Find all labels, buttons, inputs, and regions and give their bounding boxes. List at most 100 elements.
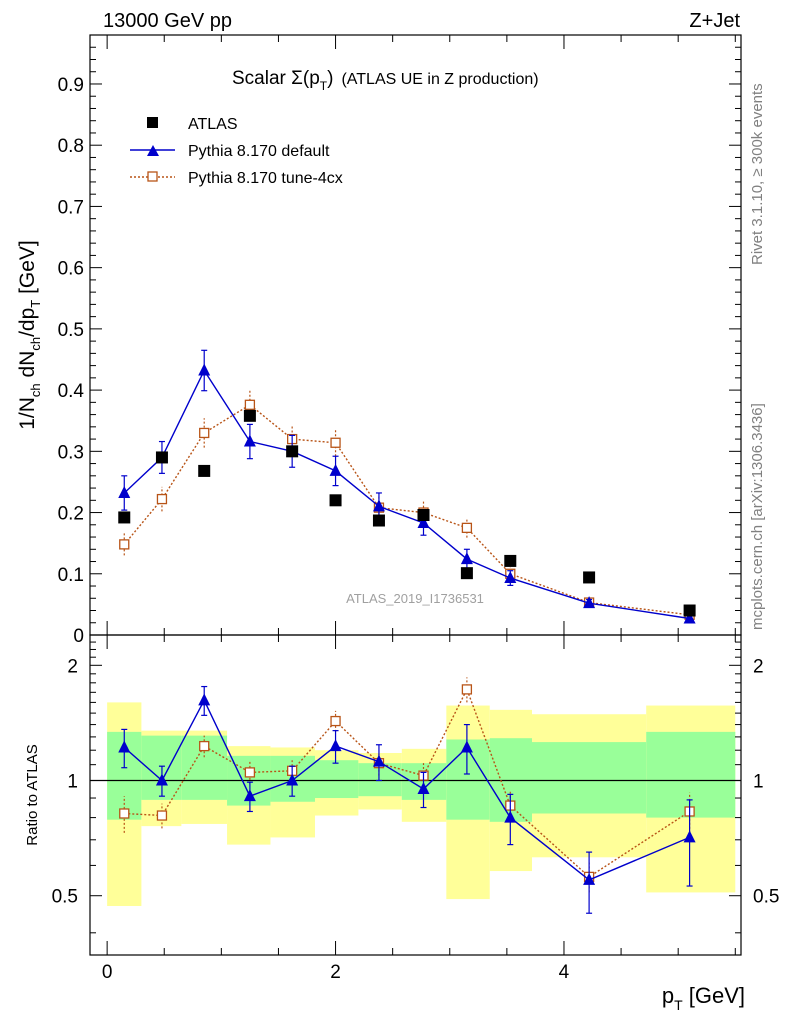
plot-title-prefix: Scalar [232,68,291,89]
main-point-atlas [417,509,430,521]
ratio-point-pythia-8-170-default [243,789,256,802]
ratio-band-inner [314,760,359,799]
main-y-tick-label: 0.9 [58,75,84,96]
ratio-point-pythia-8-170-default [372,754,385,767]
main-point-pythia-8-170-tune-4cx [244,399,256,410]
ylabel-part-d: [GeV] [16,240,39,300]
x-axis-label: pT [GeV] [662,983,745,1013]
main-point-pythia-8-170-default [372,499,385,512]
main-plot: ATLAS_2019_I1736531 0 0.1 0.2 0.3 0.4 0.5 0.6 0… [58,34,742,647]
main-point-atlas [460,567,473,580]
legend-marker-default [147,145,159,156]
ylabel-sub-a: ch [28,383,43,397]
plot-title-sigma: Σ(p [291,68,320,89]
main-y-tick-label: 0.1 [58,565,84,586]
ylabel-part-b: dN [16,351,39,384]
ratio-point-pythia-8-170-tune-4cx [156,810,168,821]
main-point-pythia-8-170-default [417,515,430,528]
main-point-pythia-8-170-default [504,571,517,584]
legend-label-atlas: ATLAS [188,116,238,133]
ratio-line-pythia-8-170-default [123,698,690,881]
main-point-pythia-8-170-default [198,363,211,376]
header-right: Z+Jet [689,10,740,32]
ratio-point-pythia-8-170-default [198,693,211,706]
main-point-atlas [118,511,131,524]
ratio-point-pythia-8-170-default [118,740,131,753]
legend-marker-atlas [147,117,158,128]
main-y-tick-label: 0 [73,626,84,647]
main-point-pythia-8-170-default [243,434,256,447]
main-y-tick-label: 0.3 [58,442,84,463]
ratio-point-pythia-8-170-default [329,739,342,752]
ratio-point-pythia-8-170-default [583,872,596,885]
ratio-band-inner [646,731,736,818]
rivet-label: Rivet 3.1.10, ≥ 300k events [749,83,766,265]
legend-label-default: Pythia 8.170 default [188,143,330,160]
ratio-band-inner [531,742,647,814]
ratio-point-pythia-8-170-default [286,773,299,786]
xlabel-sub: T [674,997,683,1013]
ylabel-part-a: 1/N [16,397,39,430]
ylabel-sub-b: ch [28,337,43,351]
x-tick-label: 2 [330,962,341,983]
legend: ATLAS Pythia 8.170 default Pythia 8.170 … [130,116,343,187]
ratio-point-pythia-8-170-default [155,773,168,786]
ratio-y-tick-label: 0.5 [52,887,78,908]
x-tick-label: 4 [559,962,570,983]
plot-title-sub: T [320,79,328,93]
ratio-plot: 0.5 0.5 1 1 2 2 0 2 4 [52,634,779,983]
main-y-axis-label: 1/Nch dNch/dpT [GeV] [16,240,43,430]
main-point-atlas [286,445,299,458]
xlabel-rest: [GeV] [683,983,745,1008]
ylabel-part-c: /dp [16,308,39,337]
legend-label-tune: Pythia 8.170 tune-4cx [188,170,343,187]
ratio-point-pythia-8-170-default [417,782,430,795]
main-line-pythia-8-170-default [123,369,690,620]
main-line-pythia-8-170-tune-4cx [123,403,690,616]
main-y-tick-label: 0.8 [58,136,84,157]
main-point-pythia-8-170-tune-4cx [461,522,473,534]
main-point-pythia-8-170-default [583,596,596,609]
main-point-atlas [329,494,342,507]
ratio-point-pythia-8-170-tune-4cx [199,740,210,752]
ratio-point-pythia-8-170-tune-4cx [119,808,130,819]
ratio-point-pythia-8-170-tune-4cx [461,684,473,695]
main-point-pythia-8-170-default [460,552,473,565]
main-point-pythia-8-170-default [329,463,342,476]
x-tick-label: 0 [102,962,113,983]
main-point-pythia-8-170-tune-4cx [119,539,130,550]
main-point-pythia-8-170-tune-4cx [330,437,341,448]
main-point-atlas [243,409,256,422]
main-point-pythia-8-170-tune-4cx [156,493,168,505]
ratio-point-pythia-8-170-default [683,830,696,843]
main-y-tick-label: 0.5 [58,320,84,341]
ratio-band-inner [358,763,402,797]
ratio-line-pythia-8-170-tune-4cx [124,687,690,878]
main-y-tick-label: 0.2 [58,504,84,525]
main-point-atlas [683,604,696,617]
ratio-y-tick-label: 2 [67,656,78,677]
ratio-point-pythia-8-170-tune-4cx [244,767,256,778]
plot-title-rest: (ATLAS UE in Z production) [341,71,538,88]
main-point-pythia-8-170-default [118,485,131,498]
xlabel-main: p [662,983,674,1008]
ratio-y-tick-label-right: 2 [753,656,764,677]
main-point-pythia-8-170-tune-4cx [199,427,210,439]
legend-marker-tune [147,171,158,182]
ratio-point-pythia-8-170-default [504,810,517,823]
ratio-point-pythia-8-170-tune-4cx [330,715,341,727]
plot-title: Scalar Σ(pT) (ATLAS UE in Z production) [232,68,539,93]
main-point-atlas [372,514,385,527]
ratio-y-tick-label-right: 0.5 [753,887,779,908]
ratio-point-pythia-8-170-default [460,740,473,753]
header-left: 13000 GeV pp [103,10,232,32]
main-point-pythia-8-170-default [683,611,696,624]
main-y-tick-label: 0.7 [58,197,84,218]
plot-title-close: ) [327,68,333,89]
main-point-atlas [198,464,211,477]
ratio-frame [89,634,742,956]
main-y-tick-label: 0.6 [58,259,84,280]
ratio-y-tick-label: 1 [67,772,78,793]
ylabel-sub-c: T [28,300,43,308]
